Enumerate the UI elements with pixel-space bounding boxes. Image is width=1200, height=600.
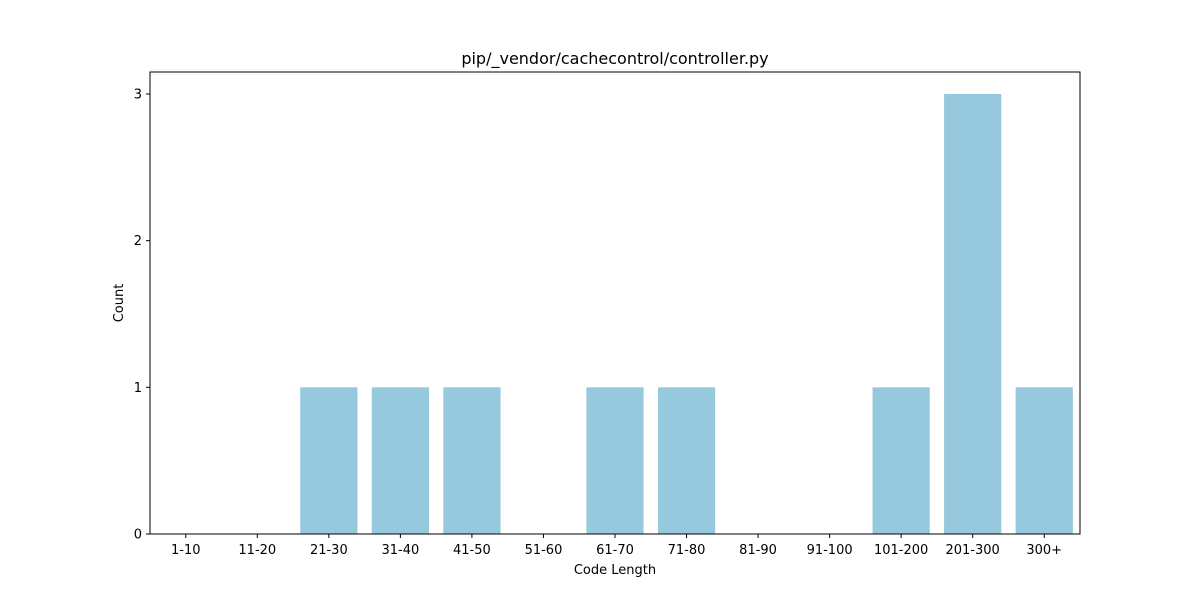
x-tick-label: 201-300 [946,543,1000,558]
y-axis-label: Count [112,284,127,323]
x-tick-label: 51-60 [525,543,563,558]
x-tick-label: 71-80 [668,543,706,558]
y-axis: 0 1 2 3 [134,88,150,543]
chart-title: pip/_vendor/cachecontrol/controller.py [461,49,768,69]
y-tick-label: 3 [134,88,142,103]
bar-101-200 [872,387,930,534]
x-tick-label: 21-30 [310,543,348,558]
bar-31-40 [371,387,429,534]
x-tick-label: 11-20 [238,543,276,558]
bar-61-70 [586,387,644,534]
x-tick-label: 1-10 [171,543,201,558]
x-tick-label: 300+ [1026,543,1062,558]
y-tick-label: 0 [134,528,142,543]
y-tick-label: 2 [134,234,142,249]
x-axis: 1-10 11-20 21-30 31-40 41-50 51-60 61-70 71-80 8… [171,534,1062,558]
x-tick-label: 61-70 [596,543,634,558]
bar-21-30 [300,387,358,534]
y-tick-label: 1 [134,381,142,396]
x-tick-label: 101-200 [874,543,928,558]
x-tick-label: 81-90 [739,543,777,558]
bar-41-50 [443,387,501,534]
bar-201-300 [944,94,1002,534]
bar-300+ [1015,387,1073,534]
x-tick-label: 31-40 [381,543,419,558]
x-tick-label: 41-50 [453,543,491,558]
bars-group [300,94,1073,534]
bar-71-80 [657,387,716,534]
x-axis-label: Code Length [574,563,656,578]
x-tick-label: 91-100 [807,543,853,558]
